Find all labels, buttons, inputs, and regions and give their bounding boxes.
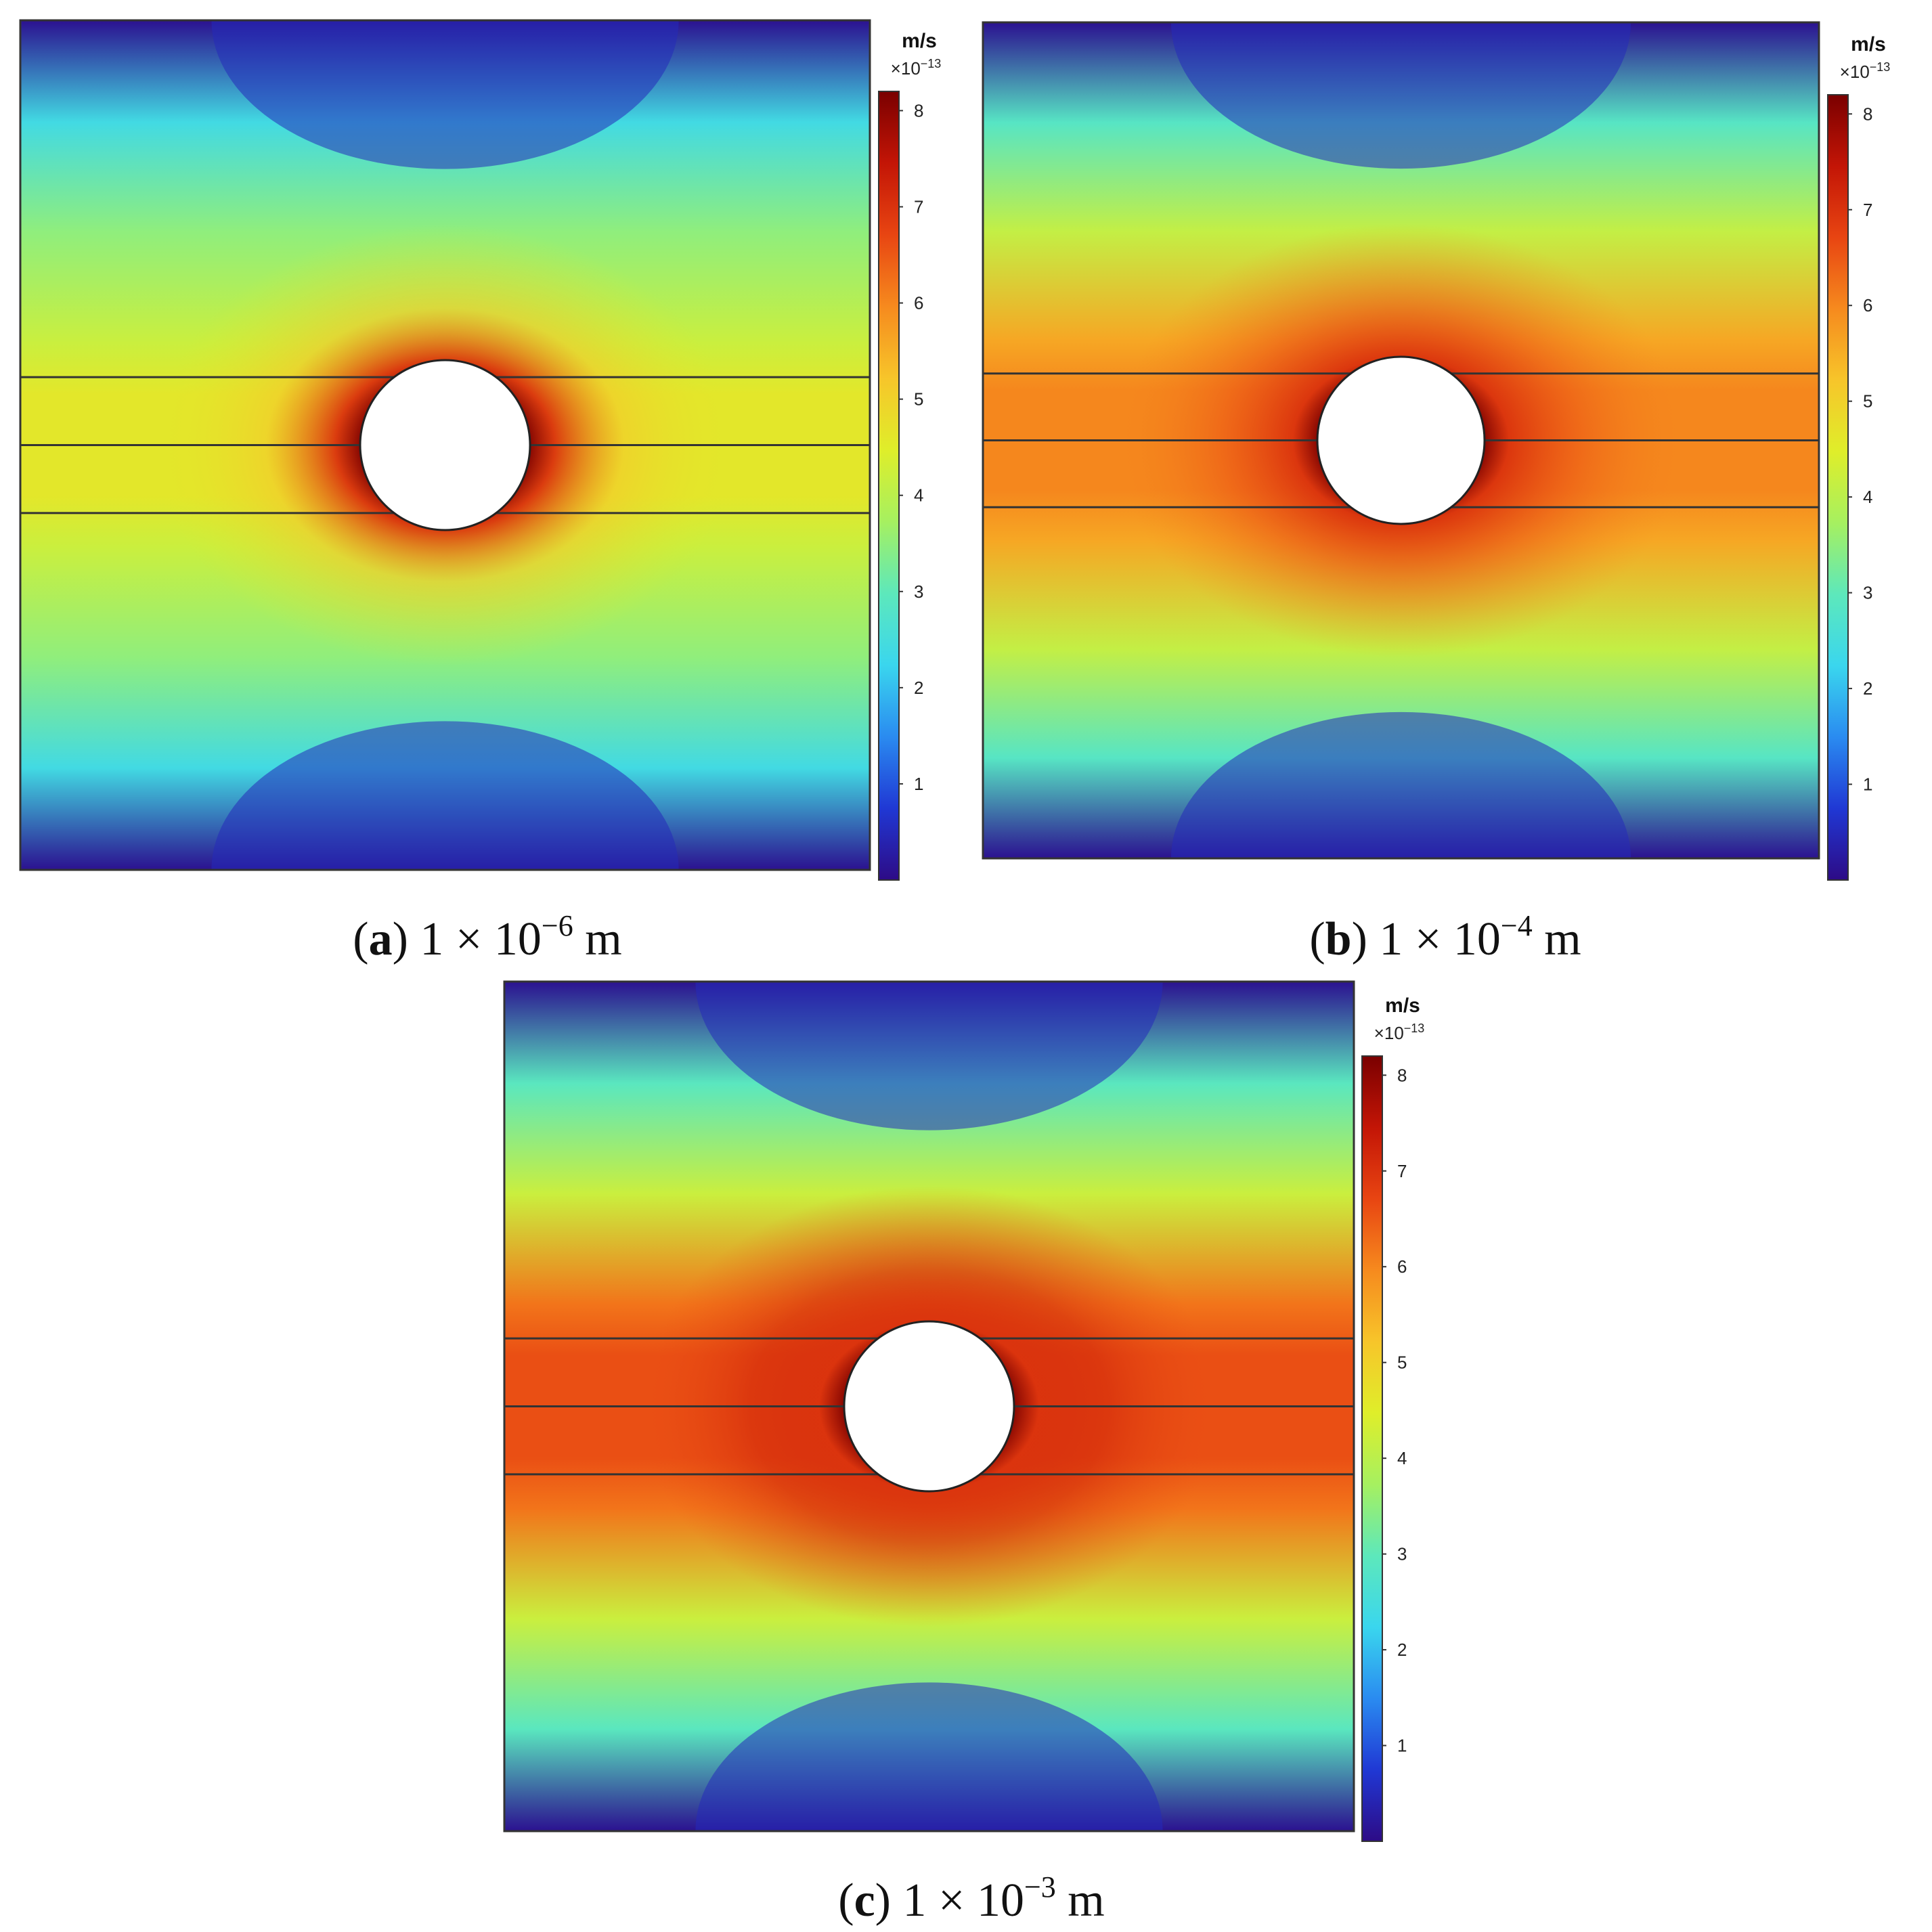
borehole [843, 1320, 1015, 1493]
panel-caption: (a) 1 × 10−6 m [353, 909, 621, 965]
colorbar-tick-label: 8 [1397, 1065, 1407, 1085]
colorbar-tick-label: 3 [1863, 583, 1872, 603]
colorbar-ramp [878, 91, 900, 881]
panel-b: m/s ×10−13 1 2 3 4 5 6 7 8 (b) 1 × 10−4 m [982, 21, 1891, 965]
plot-frame [19, 19, 871, 871]
colorbar-unit: m/s [902, 30, 937, 52]
colorbar-tick-label: 5 [914, 389, 923, 410]
plot-frame [982, 21, 1820, 860]
colorbar-tick-label: 2 [1863, 678, 1872, 699]
low-velocity-lobe-top [1170, 22, 1631, 169]
plot-frame [503, 980, 1355, 1832]
low-velocity-lobe-bottom [1170, 711, 1631, 858]
panel-caption: (c) 1 × 10−3 m [838, 1870, 1104, 1927]
borehole [1316, 355, 1486, 525]
panel-caption: (b) 1 × 10−4 m [1309, 909, 1581, 965]
colorbar-tick-label: 7 [1397, 1161, 1407, 1181]
colorbar-tick-label: 8 [1863, 104, 1872, 124]
borehole [359, 359, 531, 531]
low-velocity-lobe-bottom [211, 721, 679, 870]
low-velocity-lobe-top [211, 20, 679, 169]
panel-c: m/s ×10−13 1 2 3 4 5 6 7 8 (c) 1 × 10−3 m [503, 980, 1425, 1927]
colorbar-tick-label: 7 [914, 196, 923, 217]
colorbar-unit: m/s [1385, 994, 1420, 1017]
colorbar-tick-label: 5 [1863, 391, 1872, 412]
colorbar: m/s ×10−13 1 2 3 4 5 6 7 8 [1827, 33, 1891, 881]
colorbar-tick-label: 1 [1863, 774, 1872, 795]
colorbar-scale: ×10−13 [1840, 60, 1891, 82]
colorbar-tick-label: 7 [1863, 200, 1872, 220]
colorbar: m/s ×10−13 1 2 3 4 5 6 7 8 [878, 30, 942, 881]
colorbar-tick-label: 1 [914, 774, 923, 794]
panel-a: m/s ×10−13 1 2 3 4 5 6 7 8 (a) 1 × 10−6 m [19, 19, 942, 965]
colorbar-tick-label: 5 [1397, 1353, 1407, 1373]
colorbar-tick-label: 4 [1397, 1448, 1407, 1468]
colorbar-tick-label: 4 [1863, 487, 1872, 507]
colorbar-scale: ×10−13 [1374, 1022, 1425, 1043]
colorbar-scale: ×10−13 [891, 57, 942, 79]
colorbar-tick-label: 2 [1397, 1640, 1407, 1660]
colorbar-ramp [1361, 1055, 1383, 1842]
colorbar-tick-label: 4 [914, 485, 923, 506]
colorbar-unit: m/s [1851, 33, 1886, 56]
colorbar-tick-label: 6 [1863, 295, 1872, 315]
colorbar-tick-label: 3 [1397, 1544, 1407, 1564]
low-velocity-lobe-top [695, 982, 1163, 1130]
colorbar-tick-label: 3 [914, 581, 923, 602]
colorbar-tick-label: 6 [1397, 1256, 1407, 1277]
colorbar-tick-label: 8 [914, 100, 923, 120]
colorbar-ramp [1827, 94, 1849, 881]
low-velocity-lobe-bottom [695, 1682, 1163, 1831]
colorbar: m/s ×10−13 1 2 3 4 5 6 7 8 [1361, 994, 1425, 1842]
colorbar-tick-label: 6 [914, 293, 923, 313]
colorbar-tick-label: 1 [1397, 1736, 1407, 1756]
colorbar-tick-label: 2 [914, 678, 923, 698]
